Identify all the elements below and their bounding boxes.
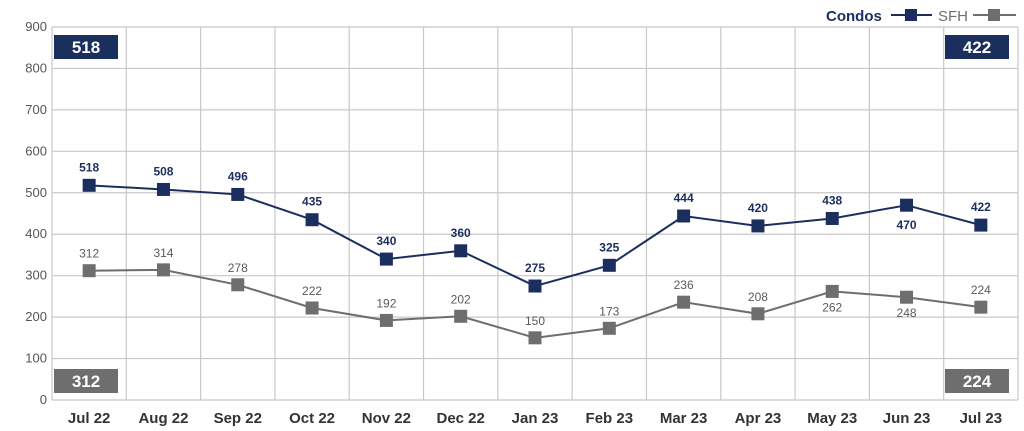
- condos-data-label: 420: [748, 201, 768, 215]
- sfh-point: [602, 321, 616, 335]
- condos-data-label: 435: [302, 195, 322, 209]
- series-group: [82, 178, 988, 345]
- condos-start-callout-text: 518: [72, 38, 100, 57]
- y-tick-label: 400: [25, 226, 47, 241]
- sfh-end-callout-text: 224: [963, 372, 992, 391]
- x-tick-label: Jul 23: [960, 410, 1003, 427]
- condos-point: [454, 244, 468, 258]
- y-tick-label: 500: [25, 185, 47, 200]
- sfh-data-label: 262: [822, 300, 842, 314]
- sfh-point: [231, 278, 245, 292]
- condos-start-callout-box: [54, 35, 118, 59]
- legend-label-condos: Condos: [826, 8, 882, 25]
- y-tick-label: 800: [25, 60, 47, 75]
- x-tick-label: Sep 22: [214, 410, 262, 427]
- condos-data-label: 325: [599, 240, 619, 254]
- condos-data-label: 275: [525, 261, 545, 275]
- x-tick-label: May 23: [807, 410, 857, 427]
- x-tick-label: Nov 22: [362, 410, 411, 427]
- y-tick-label: 600: [25, 143, 47, 158]
- sfh-point: [751, 307, 765, 321]
- sfh-data-label: 173: [599, 304, 619, 318]
- condos-data-label: 470: [897, 218, 917, 232]
- condos-data-label: 508: [153, 164, 173, 178]
- callout-boxes: 518 422 312 224: [54, 35, 1009, 393]
- x-tick-label: Feb 23: [586, 410, 634, 427]
- condos-point: [231, 187, 245, 201]
- sfh-start-callout-text: 312: [72, 372, 100, 391]
- condos-point: [974, 218, 988, 232]
- sfh-data-label: 314: [153, 246, 173, 260]
- legend-marker-condos: [905, 9, 917, 21]
- condos-data-label: 422: [971, 200, 991, 214]
- condos-point: [305, 213, 319, 227]
- condos-data-label: 518: [79, 160, 99, 174]
- condos-data-label: 444: [674, 191, 694, 205]
- sfh-point: [900, 290, 914, 304]
- sfh-point: [305, 301, 319, 315]
- legend-marker-sfh: [988, 9, 1000, 21]
- y-tick-label: 100: [25, 351, 47, 366]
- sfh-data-label: 192: [376, 296, 396, 310]
- sfh-end-callout-box: [945, 369, 1009, 393]
- sfh-data-label: 236: [674, 278, 694, 292]
- sfh-data-label: 278: [228, 261, 248, 275]
- x-tick-label: Jul 22: [68, 410, 111, 427]
- sfh-point: [156, 263, 170, 277]
- x-tick-label: Apr 23: [735, 410, 782, 427]
- sfh-point: [528, 331, 542, 345]
- condos-point: [751, 219, 765, 233]
- condos-end-callout-box: [945, 35, 1009, 59]
- condos-point: [528, 279, 542, 293]
- x-tick-label: Jun 23: [883, 410, 931, 427]
- y-tick-label: 200: [25, 309, 47, 324]
- condos-point: [602, 258, 616, 272]
- legend-label-sfh: SFH: [938, 8, 968, 25]
- x-tick-label: Aug 22: [138, 410, 188, 427]
- condos-point: [156, 182, 170, 196]
- sfh-data-label: 150: [525, 314, 545, 328]
- y-tick-label: 900: [25, 19, 47, 34]
- y-axis-ticks: 0 100 200 300 400 500 600 700 800 900: [25, 19, 47, 407]
- condos-point: [825, 211, 839, 225]
- sfh-point: [677, 295, 691, 309]
- condos-data-label: 438: [822, 193, 842, 207]
- sfh-data-label: 208: [748, 290, 768, 304]
- y-tick-label: 0: [40, 392, 47, 407]
- condos-point: [677, 209, 691, 223]
- sfh-data-label: 222: [302, 284, 322, 298]
- sfh-start-callout-box: [54, 369, 118, 393]
- condos-point: [900, 198, 914, 212]
- x-axis-ticks: Jul 22 Aug 22 Sep 22 Oct 22 Nov 22 Dec 22 Jan …: [68, 410, 1002, 427]
- condos-point: [82, 178, 96, 192]
- sfh-data-label: 224: [971, 283, 991, 297]
- sfh-point: [454, 309, 468, 323]
- sfh-point: [825, 284, 839, 298]
- sfh-data-label: 312: [79, 247, 99, 261]
- condos-data-label: 360: [451, 226, 471, 240]
- condos-data-label: 340: [376, 234, 396, 248]
- x-tick-label: Jan 23: [512, 410, 559, 427]
- x-tick-label: Mar 23: [660, 410, 708, 427]
- x-tick-label: Oct 22: [289, 410, 335, 427]
- sfh-data-label: 202: [451, 292, 471, 306]
- x-tick-label: Dec 22: [437, 410, 485, 427]
- y-tick-label: 700: [25, 102, 47, 117]
- data-labels: 518 508 496 435 340 360 275 325 444 420 438 470 422 3…: [79, 160, 991, 328]
- sfh-point: [974, 300, 988, 314]
- legend: Condos SFH: [826, 8, 1016, 25]
- sfh-data-label: 248: [897, 306, 917, 320]
- condos-point: [379, 252, 393, 266]
- y-tick-label: 300: [25, 268, 47, 283]
- condos-data-label: 496: [228, 169, 248, 183]
- sfh-point: [379, 313, 393, 327]
- condos-end-callout-text: 422: [963, 38, 991, 57]
- sfh-point: [82, 264, 96, 278]
